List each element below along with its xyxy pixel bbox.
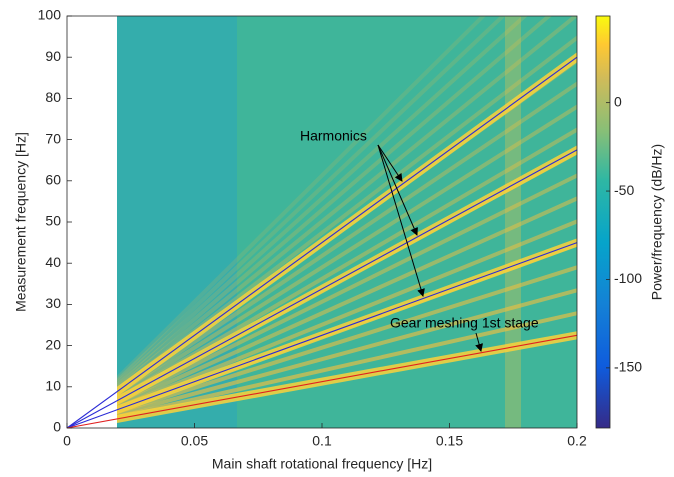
- colorbar-tick-label: -150: [614, 359, 642, 375]
- y-tick-label: 90: [45, 48, 61, 64]
- texture-band: [117, 288, 577, 417]
- x-tick-label: 0.1: [312, 433, 332, 449]
- y-tick-label: 60: [45, 172, 61, 188]
- texture-band: [117, 104, 577, 399]
- annotation: Gear meshing 1st stage: [390, 315, 539, 331]
- texture-band: [117, 16, 506, 384]
- y-axis-label: Measurement frequency [Hz]: [13, 132, 29, 312]
- series-line: [66, 242, 578, 429]
- series-line: [66, 334, 578, 429]
- texture-band: [117, 196, 577, 408]
- texture-band: [117, 173, 577, 406]
- y-tick-label: 70: [45, 130, 61, 146]
- y-tick-label: 20: [45, 336, 61, 352]
- y-tick-label: 100: [38, 7, 62, 23]
- y-tick-label: 0: [53, 419, 61, 435]
- y-tick-label: 40: [45, 254, 61, 270]
- x-tick-label: 0: [63, 433, 71, 449]
- series-line: [66, 149, 578, 429]
- texture-band: [117, 127, 577, 402]
- series-line: [66, 56, 578, 429]
- colorbar: [595, 15, 611, 429]
- annotation-arrows: [377, 144, 483, 352]
- heatmap: [117, 16, 577, 428]
- arrow: [475, 332, 483, 352]
- colorbar-tick-label: -50: [614, 182, 634, 198]
- texture-band: [117, 81, 577, 397]
- texture-band: [117, 16, 552, 388]
- texture-band: [117, 265, 577, 415]
- y-tick-label: 10: [45, 378, 61, 394]
- y-tick-label: 30: [45, 295, 61, 311]
- texture-band: [117, 219, 577, 410]
- texture-band: [117, 16, 487, 382]
- axes-box: [66, 15, 578, 429]
- y-tick-label: 80: [45, 89, 61, 105]
- texture-band: [117, 311, 577, 419]
- x-axis-label: Main shaft rotational frequency [Hz]: [212, 456, 432, 472]
- plot-layer: [66, 15, 578, 429]
- arrow: [377, 144, 418, 236]
- x-tick-label: 0.15: [436, 433, 463, 449]
- x-tick-label: 0.05: [181, 433, 208, 449]
- arrow: [377, 144, 403, 182]
- x-tick-label: 0.2: [567, 433, 587, 449]
- texture-band: [117, 16, 528, 386]
- colorbar-tick-label: -100: [614, 270, 642, 286]
- arrow: [377, 144, 425, 297]
- colorbar-tick-label: 0: [614, 93, 622, 109]
- y-tick-label: 50: [45, 213, 61, 229]
- colorbar-label: Power/frequency (dB/Hz): [649, 144, 665, 300]
- annotation: Harmonics: [300, 128, 367, 144]
- texture-band: [117, 16, 577, 391]
